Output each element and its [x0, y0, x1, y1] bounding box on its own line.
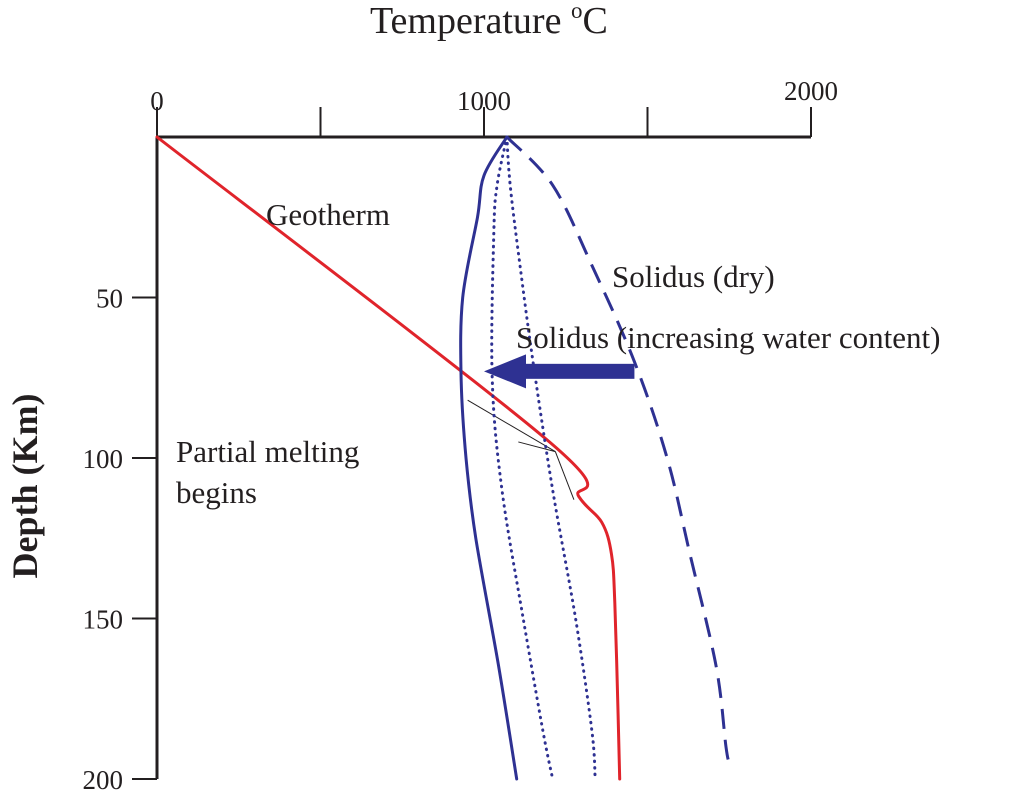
solidus-wet-mid-line: [490, 135, 555, 781]
y-tick-label: 100: [83, 444, 124, 474]
x-axis-title: Temperature oC: [370, 0, 608, 42]
water-content-arrow: [484, 354, 635, 389]
arrow-head: [484, 354, 526, 389]
geotherm-line: [155, 135, 622, 781]
y-ticks: 50 100 150 200: [83, 284, 157, 795]
geotherm-label: Geotherm: [266, 197, 390, 232]
x-tick-label: 0: [150, 86, 164, 116]
solidus-dry-line: [505, 135, 731, 764]
callout-line: [467, 399, 556, 453]
x-ticks: 0 1000 2000: [150, 76, 838, 137]
solidus-wet-label: Solidus (increasing water content): [516, 320, 940, 355]
partial-melting-label-line1: Partial melting: [176, 434, 359, 469]
x-axis-title-text: Temperature: [370, 0, 571, 42]
y-tick-label: 50: [96, 284, 123, 314]
partial-melting-label-line2: begins: [176, 475, 257, 510]
y-tick-label: 150: [83, 605, 124, 635]
solidus-wet-high-line: [459, 135, 519, 781]
y-tick-label: 200: [83, 765, 124, 795]
x-axis-title-degree: o: [571, 0, 583, 23]
arrow-shaft: [522, 363, 635, 379]
solidus-wet-low-line: [505, 135, 597, 781]
partial-melting-callouts: [467, 399, 575, 500]
solidus-dry-label: Solidus (dry): [612, 259, 775, 294]
series-group: [155, 135, 731, 781]
x-tick-label: 1000: [457, 86, 511, 116]
x-axis-title-unit: C: [582, 0, 607, 42]
x-tick-label: 2000: [784, 76, 838, 106]
callout-line: [554, 451, 575, 500]
callout-line: [518, 441, 556, 453]
y-axis-title: Depth (Km): [5, 394, 45, 579]
